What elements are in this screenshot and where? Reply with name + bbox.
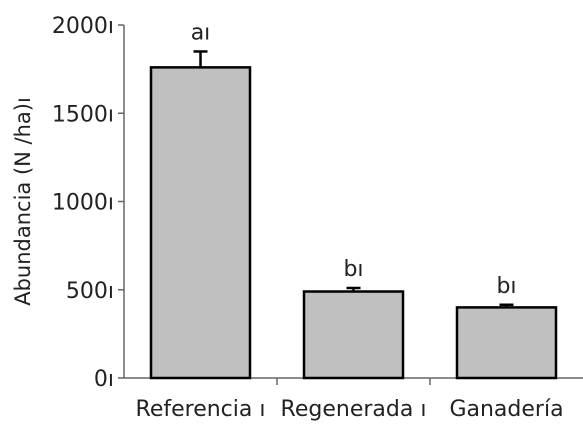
significance-label: bı — [496, 274, 516, 299]
y-tick-label: 1500ı — [52, 102, 114, 127]
bar — [302, 290, 405, 380]
bar — [455, 306, 558, 380]
significance-label: aı — [191, 20, 211, 45]
y-tick-label: 500ı — [66, 279, 114, 304]
y-tick-label: 2000ı — [52, 14, 114, 39]
y-axis: 0ı 500ı 1000ı 1500ı 2000ı — [52, 14, 125, 392]
x-category-label: Ganadería — [449, 397, 563, 422]
y-axis-title: Abundancia (N /ha)ı — [11, 97, 35, 306]
bar — [149, 66, 252, 380]
x-axis: Referencia ı Regenerada ı Ganadería — [124, 377, 583, 422]
significance-label: bı — [343, 257, 363, 282]
bars — [149, 50, 558, 380]
y-tick-label: 1000ı — [52, 191, 114, 216]
x-category-label: Regenerada ı — [281, 397, 427, 422]
y-tick-label: 0ı — [94, 367, 114, 392]
data-labels: aı bı bı — [191, 20, 517, 298]
x-category-label: Referencia ı — [136, 397, 266, 422]
